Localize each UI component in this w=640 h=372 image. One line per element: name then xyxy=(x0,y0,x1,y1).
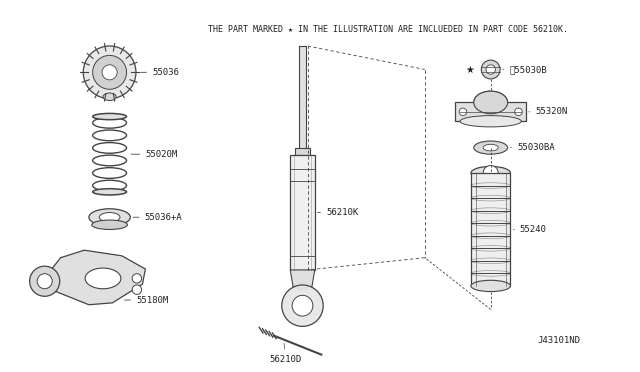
Circle shape xyxy=(132,274,141,283)
Text: J43101ND: J43101ND xyxy=(537,336,580,345)
Bar xyxy=(456,102,526,121)
Ellipse shape xyxy=(474,91,508,114)
Ellipse shape xyxy=(92,220,127,230)
Text: 55036+A: 55036+A xyxy=(133,213,182,222)
Text: ★: ★ xyxy=(466,64,474,74)
Circle shape xyxy=(29,266,60,296)
Polygon shape xyxy=(42,250,145,305)
Circle shape xyxy=(486,65,495,74)
Ellipse shape xyxy=(471,280,511,292)
Text: 55030BA: 55030BA xyxy=(511,143,555,152)
Ellipse shape xyxy=(89,209,131,226)
Ellipse shape xyxy=(471,166,511,180)
Text: ⁔55030B: ⁔55030B xyxy=(503,65,547,74)
Text: 55020M: 55020M xyxy=(131,150,178,159)
Text: 56210D: 56210D xyxy=(269,343,302,364)
Ellipse shape xyxy=(103,93,116,100)
Ellipse shape xyxy=(460,116,521,127)
Text: 56210K: 56210K xyxy=(317,208,358,217)
Bar xyxy=(471,173,511,286)
Circle shape xyxy=(37,274,52,289)
Circle shape xyxy=(292,295,313,316)
Text: 55180M: 55180M xyxy=(125,295,168,305)
Circle shape xyxy=(459,108,467,116)
Bar xyxy=(291,155,315,270)
Circle shape xyxy=(102,65,117,80)
Ellipse shape xyxy=(93,189,127,195)
Ellipse shape xyxy=(99,212,120,222)
Circle shape xyxy=(515,108,522,116)
Text: 55320N: 55320N xyxy=(529,108,568,116)
Bar xyxy=(295,148,310,155)
Text: THE PART MARKED ★ IN THE ILLUSTRATION ARE INCLUEDED IN PART CODE 56210K.: THE PART MARKED ★ IN THE ILLUSTRATION AR… xyxy=(209,25,568,34)
Circle shape xyxy=(83,46,136,99)
Text: 55240: 55240 xyxy=(513,225,547,234)
Circle shape xyxy=(132,285,141,294)
Ellipse shape xyxy=(93,113,127,120)
Ellipse shape xyxy=(85,268,121,289)
Ellipse shape xyxy=(483,144,498,151)
Text: 55036: 55036 xyxy=(141,68,179,77)
Circle shape xyxy=(93,55,127,89)
Circle shape xyxy=(483,166,498,180)
Ellipse shape xyxy=(474,141,508,154)
Polygon shape xyxy=(291,270,315,287)
Circle shape xyxy=(282,285,323,326)
Circle shape xyxy=(481,60,500,79)
